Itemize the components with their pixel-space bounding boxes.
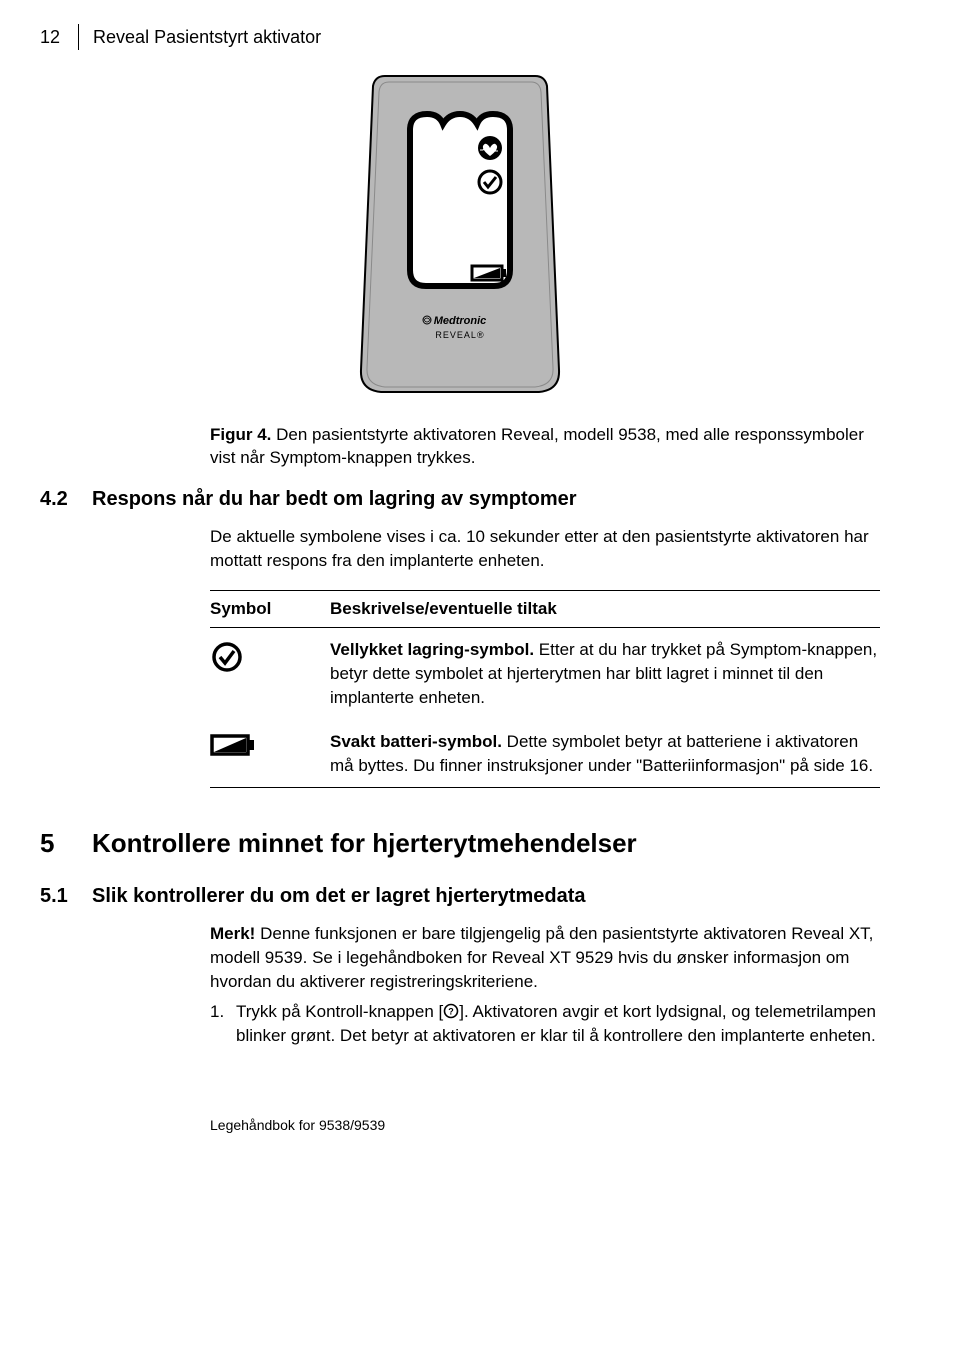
device-figure: Medtronic REVEAL® <box>40 70 880 400</box>
page-footer: Legehåndbok for 9538/9539 <box>210 1117 880 1133</box>
section-4-2-heading: 4.2 Respons når du har bedt om lagring a… <box>40 488 880 511</box>
success-icon <box>210 638 330 709</box>
merk-text: Denne funksjonen er bare tilgjengelig på… <box>210 924 873 991</box>
page-header: 12 Reveal Pasientstyrt aktivator <box>40 24 880 50</box>
page-number: 12 <box>40 27 60 48</box>
symbol-table-head-desc: Beskrivelse/eventuelle tiltak <box>330 599 557 619</box>
merk-label: Merk! <box>210 924 255 943</box>
figure-label: Figur 4. <box>210 425 271 444</box>
svg-text:REVEAL®: REVEAL® <box>435 330 484 340</box>
figure-caption-text: Den pasientstyrte aktivatoren Reveal, mo… <box>210 425 864 467</box>
step-1: 1. Trykk på Kontroll-knappen [?]. Aktiva… <box>210 1000 880 1048</box>
table-row-desc: Vellykket lagring-symbol. Etter at du ha… <box>330 638 880 709</box>
row2-lead: Svakt batteri-symbol. <box>330 732 502 751</box>
figure-caption: Figur 4. Den pasientstyrte aktivatoren R… <box>210 424 880 470</box>
section-5-1-number: 5.1 <box>40 885 92 908</box>
table-row: Svakt batteri-symbol. Dette symbolet bet… <box>210 720 880 788</box>
question-circle-icon: ? <box>443 1003 459 1019</box>
device-illustration: Medtronic REVEAL® <box>355 70 565 400</box>
step-1-text: Trykk på Kontroll-knappen [?]. Aktivator… <box>236 1000 880 1048</box>
section-4-2-title: Respons når du har bedt om lagring av sy… <box>92 488 577 511</box>
section-4-2-number: 4.2 <box>40 488 92 511</box>
svg-text:?: ? <box>449 1006 455 1016</box>
section-5-heading: 5 Kontrollere minnet for hjerterytmehend… <box>40 828 880 859</box>
section-5-1-note: Merk! Denne funksjonen er bare tilgjenge… <box>210 922 880 1047</box>
table-row: Vellykket lagring-symbol. Etter at du ha… <box>210 628 880 719</box>
section-5-1-title: Slik kontrollerer du om det er lagret hj… <box>92 885 585 908</box>
svg-text:Medtronic: Medtronic <box>434 315 487 327</box>
section-5-1-heading: 5.1 Slik kontrollerer du om det er lagre… <box>40 885 880 908</box>
low-battery-icon <box>210 730 330 778</box>
header-divider <box>78 24 79 50</box>
row1-lead: Vellykket lagring-symbol. <box>330 640 534 659</box>
header-title: Reveal Pasientstyrt aktivator <box>93 27 321 48</box>
step-1-number: 1. <box>210 1000 236 1048</box>
section-5-number: 5 <box>40 828 92 859</box>
table-row-desc: Svakt batteri-symbol. Dette symbolet bet… <box>330 730 880 778</box>
symbol-table-head-symbol: Symbol <box>210 599 330 619</box>
step-1-text-a: Trykk på Kontroll-knappen [ <box>236 1002 443 1021</box>
section-5-title: Kontrollere minnet for hjerterytmehendel… <box>92 828 637 859</box>
symbol-table: Symbol Beskrivelse/eventuelle tiltak Vel… <box>210 590 880 788</box>
section-4-2-paragraph: De aktuelle symbolene vises i ca. 10 sek… <box>210 525 880 573</box>
symbol-table-header: Symbol Beskrivelse/eventuelle tiltak <box>210 591 880 628</box>
